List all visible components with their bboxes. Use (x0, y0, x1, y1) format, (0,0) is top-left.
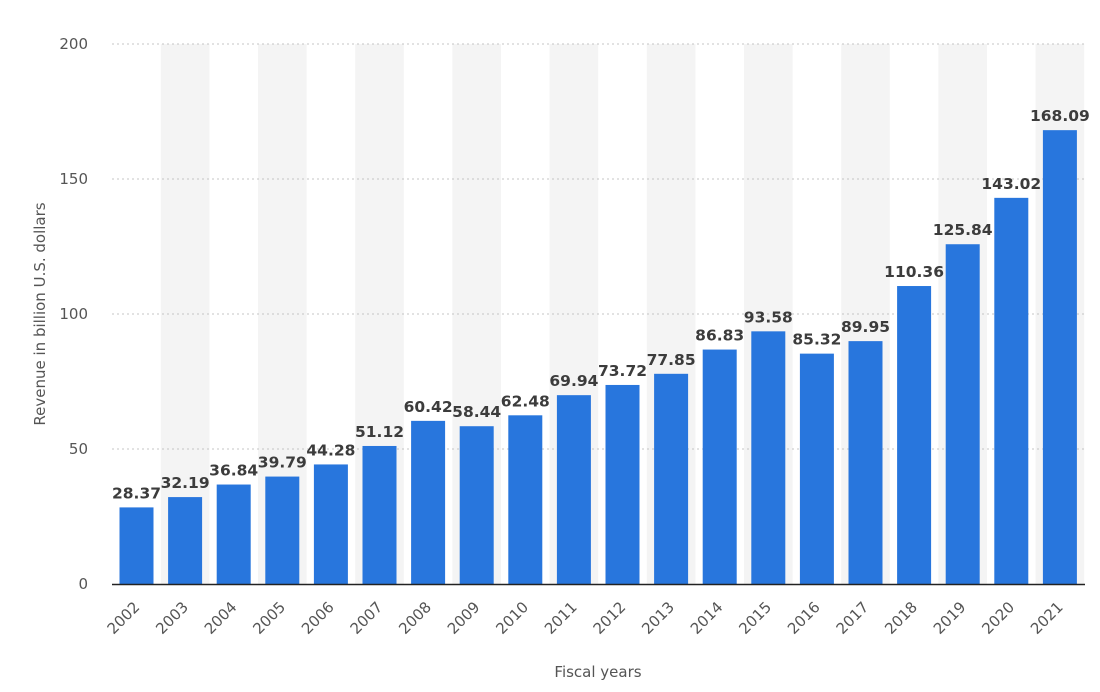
data-label: 77.85 (647, 351, 696, 369)
bar (313, 464, 348, 584)
bar (702, 349, 737, 584)
data-label: 143.02 (981, 175, 1041, 193)
y-tick-label: 0 (78, 575, 88, 593)
data-label: 44.28 (306, 441, 355, 459)
bar (411, 420, 446, 584)
x-axis-ticks: 2002 2003 2004 2005 2006 2007 2008 2009 2010 2011… (104, 598, 1067, 638)
y-tick-label: 150 (59, 170, 88, 188)
data-label: 39.79 (258, 454, 307, 472)
x-tick-label: 2020 (978, 598, 1018, 638)
data-label: 110.36 (884, 263, 944, 281)
data-label: 168.09 (1030, 107, 1090, 125)
data-label: 85.32 (792, 331, 841, 349)
bar (605, 384, 640, 584)
bar (799, 353, 834, 584)
x-tick-label: 2021 (1027, 598, 1067, 638)
x-tick-label: 2007 (347, 598, 387, 638)
x-tick-label: 2017 (833, 598, 873, 638)
x-tick-label: 2013 (638, 598, 678, 638)
bar (848, 341, 883, 584)
y-tick-label: 200 (59, 35, 88, 53)
bar (508, 415, 543, 584)
bar (459, 426, 494, 584)
bar (362, 445, 397, 584)
data-label: 60.42 (404, 398, 453, 416)
data-label: 32.19 (161, 474, 210, 492)
bar (168, 497, 203, 584)
bar (654, 373, 689, 584)
bars (119, 130, 1077, 585)
x-tick-label: 2015 (735, 598, 775, 638)
data-label: 51.12 (355, 423, 404, 441)
x-tick-label: 2018 (881, 598, 921, 638)
bar (556, 395, 591, 584)
data-label: 93.58 (744, 308, 793, 326)
x-tick-label: 2003 (152, 598, 192, 638)
data-label: 73.72 (598, 362, 647, 380)
data-label: 86.83 (695, 327, 744, 345)
bar (994, 197, 1029, 584)
x-tick-label: 2019 (930, 598, 970, 638)
y-axis-ticks: 0 50 100 150 200 (59, 35, 88, 593)
x-tick-label: 2005 (249, 598, 289, 638)
x-tick-label: 2014 (687, 598, 727, 638)
x-tick-label: 2004 (201, 598, 241, 638)
x-tick-label: 2002 (104, 598, 144, 638)
x-tick-label: 2012 (590, 598, 630, 638)
bar (945, 244, 980, 584)
y-axis-title: Revenue in billion U.S. dollars (31, 202, 49, 425)
x-tick-label: 2009 (444, 598, 484, 638)
data-label: 58.44 (452, 403, 501, 421)
x-tick-label: 2010 (492, 598, 532, 638)
data-label: 36.84 (209, 462, 258, 480)
bar (897, 286, 932, 584)
data-label: 125.84 (933, 221, 993, 239)
y-tick-label: 50 (69, 440, 88, 458)
x-tick-label: 2016 (784, 598, 824, 638)
bar (265, 476, 300, 584)
x-tick-label: 2008 (395, 598, 435, 638)
data-label: 28.37 (112, 484, 161, 502)
x-tick-label: 2006 (298, 598, 338, 638)
bar (119, 507, 154, 584)
bar (216, 484, 251, 584)
data-label: 69.94 (549, 372, 598, 390)
x-tick-label: 2011 (541, 598, 581, 638)
bar (1042, 130, 1077, 585)
data-label: 89.95 (841, 318, 890, 336)
bar (751, 331, 786, 584)
data-label: 62.48 (501, 392, 550, 410)
x-axis-title: Fiscal years (554, 663, 641, 681)
y-tick-label: 100 (59, 305, 88, 323)
